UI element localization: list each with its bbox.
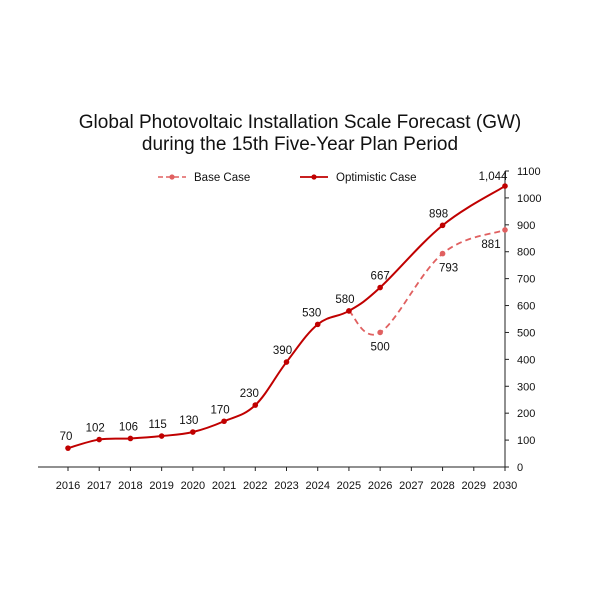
y-tick-label: 300 — [517, 381, 535, 393]
optimistic-case-data-label: 390 — [273, 345, 292, 357]
x-tick-label: 2025 — [337, 480, 361, 492]
y-tick-label: 500 — [517, 327, 535, 339]
legend-optimistic-case-label: Optimistic Case — [336, 172, 417, 184]
y-tick-label: 400 — [517, 354, 535, 366]
optimistic-case-data-label: 580 — [335, 294, 354, 306]
y-tick-label: 800 — [517, 247, 535, 259]
y-tick-label: 900 — [517, 220, 535, 232]
optimistic-case-data-label: 898 — [429, 208, 448, 220]
x-tick-label: 2028 — [430, 480, 454, 492]
base-case-data-label: 500 — [371, 341, 390, 353]
x-tick-label: 2017 — [87, 480, 111, 492]
base-case-point — [377, 329, 383, 336]
x-tick-label: 2019 — [149, 480, 173, 492]
optimistic-case-data-label: 530 — [302, 307, 321, 319]
legend-optimistic-case-swatch-marker — [311, 174, 317, 180]
optimistic-case-point — [439, 222, 446, 229]
y-tick-label: 200 — [517, 408, 535, 420]
x-tick-label: 2029 — [462, 480, 486, 492]
y-tick-label: 100 — [517, 435, 535, 447]
optimistic-case-point — [221, 418, 227, 425]
chart-title-line-2: during the 15th Five-Year Plan Period — [141, 134, 459, 155]
base-case-data-label: 881 — [481, 239, 500, 251]
optimistic-case-point — [127, 435, 134, 442]
chart-title: Global Photovoltaic Installation Scale F… — [0, 112, 600, 156]
x-tick-label: 2021 — [212, 480, 236, 492]
optimistic-case-point — [158, 433, 165, 439]
x-tick-label: 2027 — [399, 480, 423, 492]
optimistic-case-data-label: 115 — [148, 419, 166, 431]
legend: Base Case Optimistic Case — [158, 172, 417, 184]
optimistic-case-point — [96, 436, 103, 443]
optimistic-case-data-label: 102 — [86, 423, 105, 435]
x-tick-label: 2020 — [181, 480, 205, 492]
optimistic-case-point — [502, 183, 508, 189]
y-tick-label: 700 — [517, 274, 535, 286]
axes: 2016 2017 2018 2019 2020 2021 2022 2023 2024 2025… — [38, 166, 541, 492]
optimistic-case-point — [283, 359, 290, 365]
x-tick-label: 2022 — [243, 480, 267, 492]
chart-title-line-1: Global Photovoltaic Installation Scale F… — [78, 112, 522, 133]
base-case-point — [439, 250, 446, 257]
x-tick-label: 2024 — [305, 480, 329, 492]
optimistic-case-line — [67, 185, 506, 450]
y-tick-label: 1100 — [517, 166, 541, 178]
optimistic-case-data-label: 230 — [240, 388, 259, 400]
base-case-line — [348, 229, 506, 336]
optimistic-case-point — [314, 321, 321, 328]
optimistic-case-data-label: 667 — [371, 271, 390, 283]
optimistic-case-data-label: 106 — [119, 421, 138, 433]
optimistic-case-point — [190, 429, 196, 435]
base-case-point — [502, 227, 508, 233]
optimistic-case-data-label: 170 — [210, 404, 229, 416]
x-tick-label: 2016 — [56, 480, 80, 492]
x-tick-label: 2018 — [118, 480, 142, 492]
optimistic-case-data-label: 130 — [179, 415, 198, 427]
series — [65, 183, 508, 451]
optimistic-case-point — [65, 445, 71, 451]
x-tick-label: 2026 — [368, 480, 392, 492]
optimistic-case-data-label: 70 — [60, 431, 73, 443]
optimistic-case-point — [377, 284, 383, 291]
x-tick-label: 2023 — [274, 480, 298, 492]
y-tick-label: 1000 — [517, 193, 541, 205]
legend-base-case-label: Base Case — [194, 172, 250, 184]
y-tick-label: 0 — [517, 462, 523, 474]
base-case-data-label: 793 — [439, 263, 458, 275]
legend-base-case-swatch-marker — [169, 174, 175, 180]
y-tick-label: 600 — [517, 301, 535, 313]
optimistic-case-point — [346, 308, 352, 314]
data-labels: 500 793 881 70 102 106 115 130 170 230 390 530 580 66… — [60, 171, 508, 443]
optimistic-case-point — [252, 402, 259, 408]
x-tick-label: 2030 — [493, 480, 517, 492]
optimistic-case-data-label: 1,044 — [479, 171, 508, 183]
